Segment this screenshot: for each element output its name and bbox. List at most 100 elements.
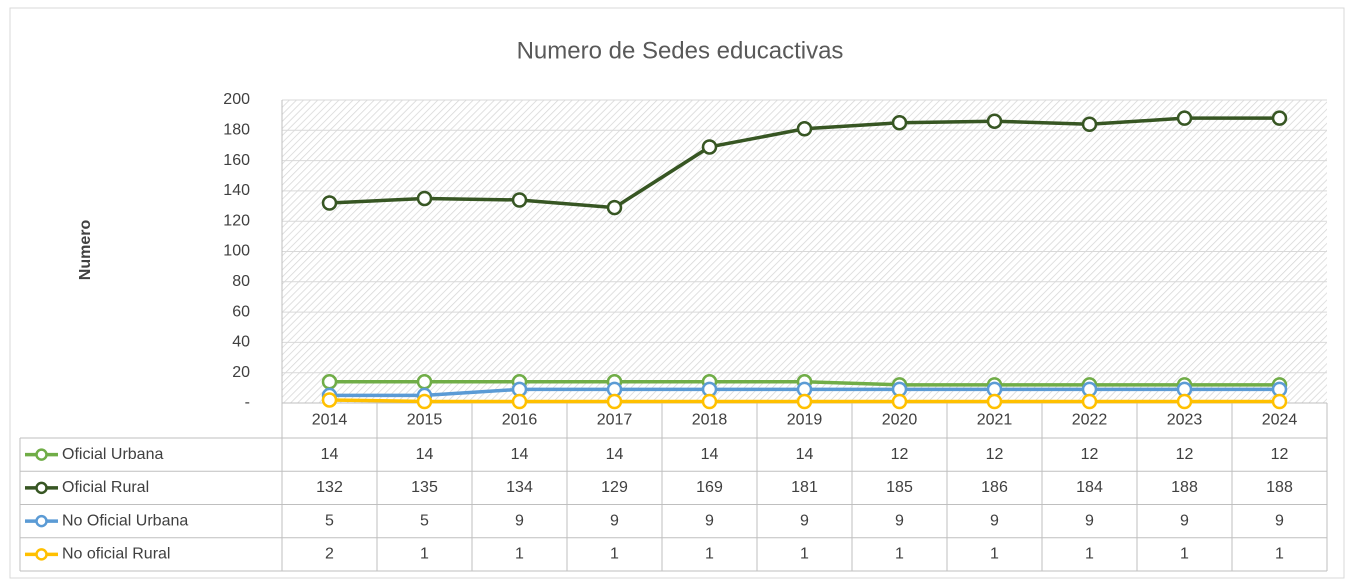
data-point xyxy=(321,392,338,408)
table-value: 1 xyxy=(705,546,714,563)
table-value: 1 xyxy=(1275,546,1284,563)
table-value: 12 xyxy=(1271,446,1289,463)
table-value: 9 xyxy=(705,512,714,529)
data-point xyxy=(796,121,813,137)
y-tick-label: 20 xyxy=(232,364,250,381)
y-tick-label: - xyxy=(245,394,250,411)
x-tick-label: 2014 xyxy=(312,412,348,429)
table-value: 188 xyxy=(1171,479,1198,496)
y-tick-label: 100 xyxy=(223,243,250,260)
table-value: 129 xyxy=(601,479,628,496)
table-value: 9 xyxy=(1275,512,1284,529)
data-point xyxy=(1176,393,1193,410)
data-point xyxy=(511,192,528,208)
table-value: 2 xyxy=(325,546,334,563)
y-tick-label: 160 xyxy=(223,152,250,169)
x-tick-label: 2024 xyxy=(1262,412,1298,429)
table-value: 9 xyxy=(1180,512,1189,529)
table-value: 134 xyxy=(506,479,533,496)
data-point xyxy=(986,113,1003,129)
table-value: 14 xyxy=(701,446,719,463)
table-value: 1 xyxy=(895,546,904,563)
table-value: 132 xyxy=(316,479,343,496)
y-tick-label: 120 xyxy=(223,212,250,229)
data-point xyxy=(321,195,338,211)
table-value: 9 xyxy=(895,512,904,529)
legend-marker xyxy=(35,448,48,461)
y-tick-label: 80 xyxy=(232,273,250,290)
data-point xyxy=(416,393,433,410)
table-value: 12 xyxy=(891,446,909,463)
y-tick-label: 60 xyxy=(232,303,250,320)
table-value: 135 xyxy=(411,479,438,496)
y-tick-label: 40 xyxy=(232,334,250,351)
table-value: 12 xyxy=(986,446,1004,463)
table-value: 9 xyxy=(610,512,619,529)
table-value: 14 xyxy=(416,446,434,463)
table-value: 9 xyxy=(800,512,809,529)
data-point xyxy=(416,374,433,390)
data-point xyxy=(1176,110,1193,126)
y-tick-label: 140 xyxy=(223,182,250,199)
table-value: 9 xyxy=(515,512,524,529)
table-value: 184 xyxy=(1076,479,1103,496)
legend-marker xyxy=(35,481,48,495)
table-value: 188 xyxy=(1266,479,1293,496)
data-point xyxy=(1271,110,1288,126)
table-value: 181 xyxy=(791,479,818,496)
table-value: 5 xyxy=(325,512,334,529)
table-value: 14 xyxy=(796,446,814,463)
data-point xyxy=(321,374,338,390)
data-point xyxy=(1271,393,1288,410)
table-value: 14 xyxy=(511,446,529,463)
x-tick-label: 2018 xyxy=(692,412,728,429)
x-tick-label: 2023 xyxy=(1167,412,1203,429)
legend-marker xyxy=(35,514,48,528)
table-value: 14 xyxy=(321,446,339,463)
data-point xyxy=(701,139,718,155)
data-point xyxy=(891,393,908,410)
data-point xyxy=(606,199,623,216)
data-point xyxy=(796,393,813,410)
table-value: 1 xyxy=(1180,546,1189,563)
table-value: 14 xyxy=(606,446,624,463)
chart-title: Numero de Sedes educactivas xyxy=(517,37,844,64)
data-point xyxy=(701,393,718,410)
legend-label: No oficial Rural xyxy=(62,546,170,563)
table-value: 9 xyxy=(990,512,999,529)
x-tick-label: 2022 xyxy=(1072,412,1108,429)
data-point xyxy=(1081,393,1098,410)
y-tick-label: 180 xyxy=(223,122,250,139)
legend-marker xyxy=(35,548,48,561)
x-tick-label: 2016 xyxy=(502,412,538,429)
data-point xyxy=(511,393,528,410)
table-value: 185 xyxy=(886,479,913,496)
legend-label: No Oficial Urbana xyxy=(62,512,188,529)
table-value: 1 xyxy=(420,546,429,563)
table-value: 1 xyxy=(990,546,999,563)
table-value: 9 xyxy=(1085,512,1094,529)
table-value: 169 xyxy=(696,479,723,496)
data-point xyxy=(416,190,433,207)
x-tick-label: 2021 xyxy=(977,412,1013,429)
table-value: 12 xyxy=(1081,446,1099,463)
x-tick-label: 2017 xyxy=(597,412,633,429)
table-value: 1 xyxy=(800,546,809,563)
table-value: 5 xyxy=(420,512,429,529)
table-value: 1 xyxy=(610,546,619,563)
y-tick-label: 200 xyxy=(223,91,250,108)
table-value: 1 xyxy=(515,546,524,563)
x-tick-label: 2020 xyxy=(882,412,918,429)
x-tick-label: 2019 xyxy=(787,412,823,429)
legend-label: Oficial Rural xyxy=(62,479,149,496)
data-point xyxy=(1081,116,1098,132)
data-point xyxy=(606,393,623,410)
data-point xyxy=(986,393,1003,410)
data-point xyxy=(891,114,908,131)
table-value: 186 xyxy=(981,479,1008,496)
y-axis-label: Numero xyxy=(77,220,94,281)
x-tick-label: 2015 xyxy=(407,412,443,429)
legend-label: Oficial Urbana xyxy=(62,446,163,463)
table-value: 1 xyxy=(1085,546,1094,563)
